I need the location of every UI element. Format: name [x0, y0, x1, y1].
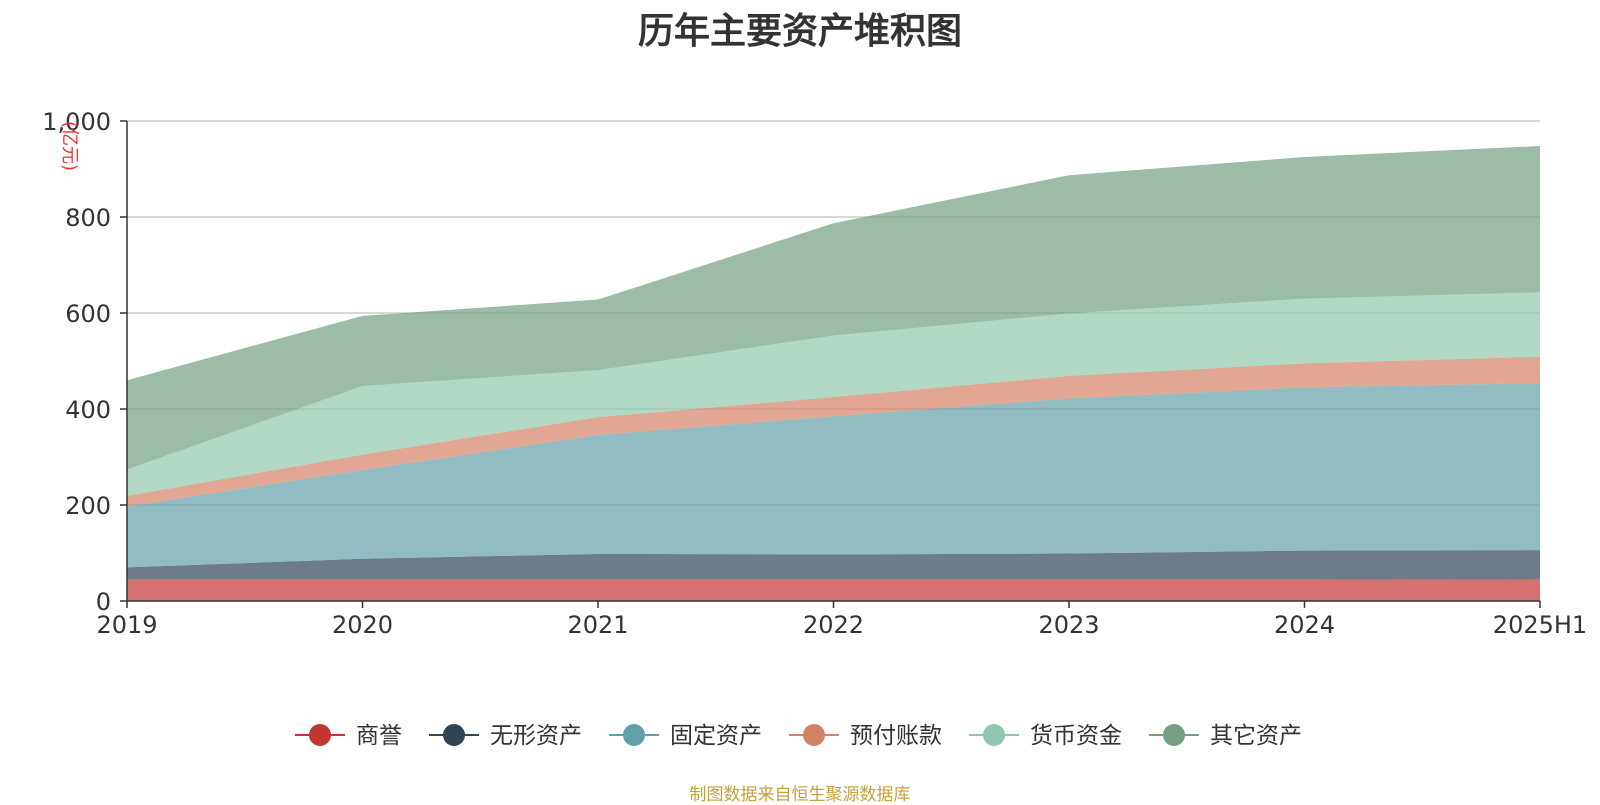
area-1 [127, 579, 1540, 601]
legend-label: 货币资金 [1030, 723, 1122, 749]
legend-label: 预付账款 [850, 723, 942, 749]
legend-label: 无形资产 [490, 723, 582, 749]
area-6 [127, 145, 1540, 470]
legend-label: 其它资产 [1210, 723, 1302, 749]
y-tick-label: 600 [65, 300, 111, 328]
y-tick-label: 200 [65, 492, 111, 520]
legend-item-6: 其它资产 [1149, 723, 1302, 749]
legend-marker [623, 724, 645, 746]
legend-marker [803, 724, 825, 746]
legend-label: 商誉 [356, 723, 402, 749]
area-2 [127, 550, 1540, 580]
y-tick-label: 0 [96, 588, 111, 616]
x-tick-label: 2024 [1274, 611, 1335, 639]
y-tick-label: 800 [65, 204, 111, 232]
legend-item-3: 固定资产 [609, 723, 762, 749]
legend-marker [1163, 724, 1185, 746]
x-tick-label: 2020 [332, 611, 393, 639]
legend-item-4: 预付账款 [789, 723, 942, 749]
legend-item-5: 货币资金 [969, 723, 1122, 749]
legend-marker [309, 724, 331, 746]
legend-item-1: 商誉 [295, 723, 402, 749]
legend-item-2: 无形资产 [429, 723, 582, 749]
data-source-note: 制图数据来自恒生聚源数据库 [689, 785, 911, 805]
y-axis-unit-label: (亿元) [59, 121, 80, 171]
legend-marker [983, 724, 1005, 746]
legend-label: 固定资产 [670, 723, 762, 749]
chart-title: 历年主要资产堆积图 [637, 11, 962, 52]
area-series-layer [127, 145, 1540, 601]
area-4 [127, 356, 1540, 507]
legend: 商誉 无形资产 固定资产 预付账款 货币资金 其它资产 [295, 723, 1302, 749]
axes: 0 200 400 600 800 1,000 2019 2020 2021 2022 2023 20… [42, 108, 1587, 639]
y-tick-label: 1,000 [42, 108, 111, 136]
area-5 [127, 292, 1540, 496]
x-tick-label: 2021 [567, 611, 628, 639]
x-tick-label: 2022 [803, 611, 864, 639]
legend-marker [443, 724, 465, 746]
y-tick-label: 400 [65, 396, 111, 424]
x-tick-label: 2025H1 [1493, 611, 1587, 639]
x-tick-label: 2023 [1038, 611, 1099, 639]
area-3 [127, 383, 1540, 568]
x-tick-label: 2019 [96, 611, 157, 639]
